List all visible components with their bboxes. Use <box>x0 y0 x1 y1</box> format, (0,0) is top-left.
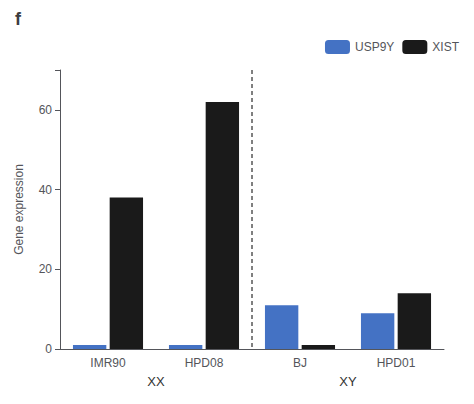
svg-text:60: 60 <box>39 103 53 117</box>
svg-text:XY: XY <box>339 374 357 389</box>
svg-text:40: 40 <box>39 183 53 197</box>
svg-text:BJ: BJ <box>293 356 307 370</box>
svg-text:0: 0 <box>45 342 52 356</box>
svg-text:20: 20 <box>39 262 53 276</box>
svg-text:USP9Y: USP9Y <box>355 40 394 54</box>
svg-text:HPD08: HPD08 <box>185 356 224 370</box>
svg-text:XIST: XIST <box>432 40 459 54</box>
svg-text:HPD01: HPD01 <box>377 356 416 370</box>
svg-text:f: f <box>15 9 22 29</box>
svg-text:Gene expression: Gene expression <box>12 164 26 255</box>
svg-text:XX: XX <box>147 374 165 389</box>
svg-text:IMR90: IMR90 <box>90 356 126 370</box>
